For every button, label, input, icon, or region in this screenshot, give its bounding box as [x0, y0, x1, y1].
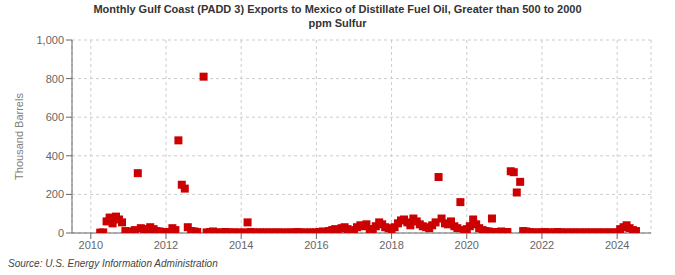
svg-text:2014: 2014 — [229, 239, 253, 251]
svg-text:0: 0 — [58, 227, 64, 239]
svg-text:2016: 2016 — [304, 239, 328, 251]
svg-text:2018: 2018 — [379, 239, 403, 251]
svg-text:2012: 2012 — [154, 239, 178, 251]
svg-text:2024: 2024 — [605, 239, 629, 251]
svg-text:Thousand Barrels: Thousand Barrels — [13, 93, 25, 180]
html-text:Source: U.S. Energy Informatio: Source: U.S. Energy Information Administ… — [8, 258, 218, 269]
svg-text:1,000: 1,000 — [36, 34, 64, 46]
svg-text:200: 200 — [46, 188, 64, 200]
svg-text:2022: 2022 — [530, 239, 554, 251]
svg-text:600: 600 — [46, 111, 64, 123]
svg-text:800: 800 — [46, 73, 64, 85]
svg-text:2010: 2010 — [79, 239, 103, 251]
svg-text:2020: 2020 — [455, 239, 479, 251]
html-text:Monthly Gulf Coast (PADD 3) Ex: Monthly Gulf Coast (PADD 3) Exports to M… — [93, 3, 582, 29]
svg-text:400: 400 — [46, 150, 64, 162]
